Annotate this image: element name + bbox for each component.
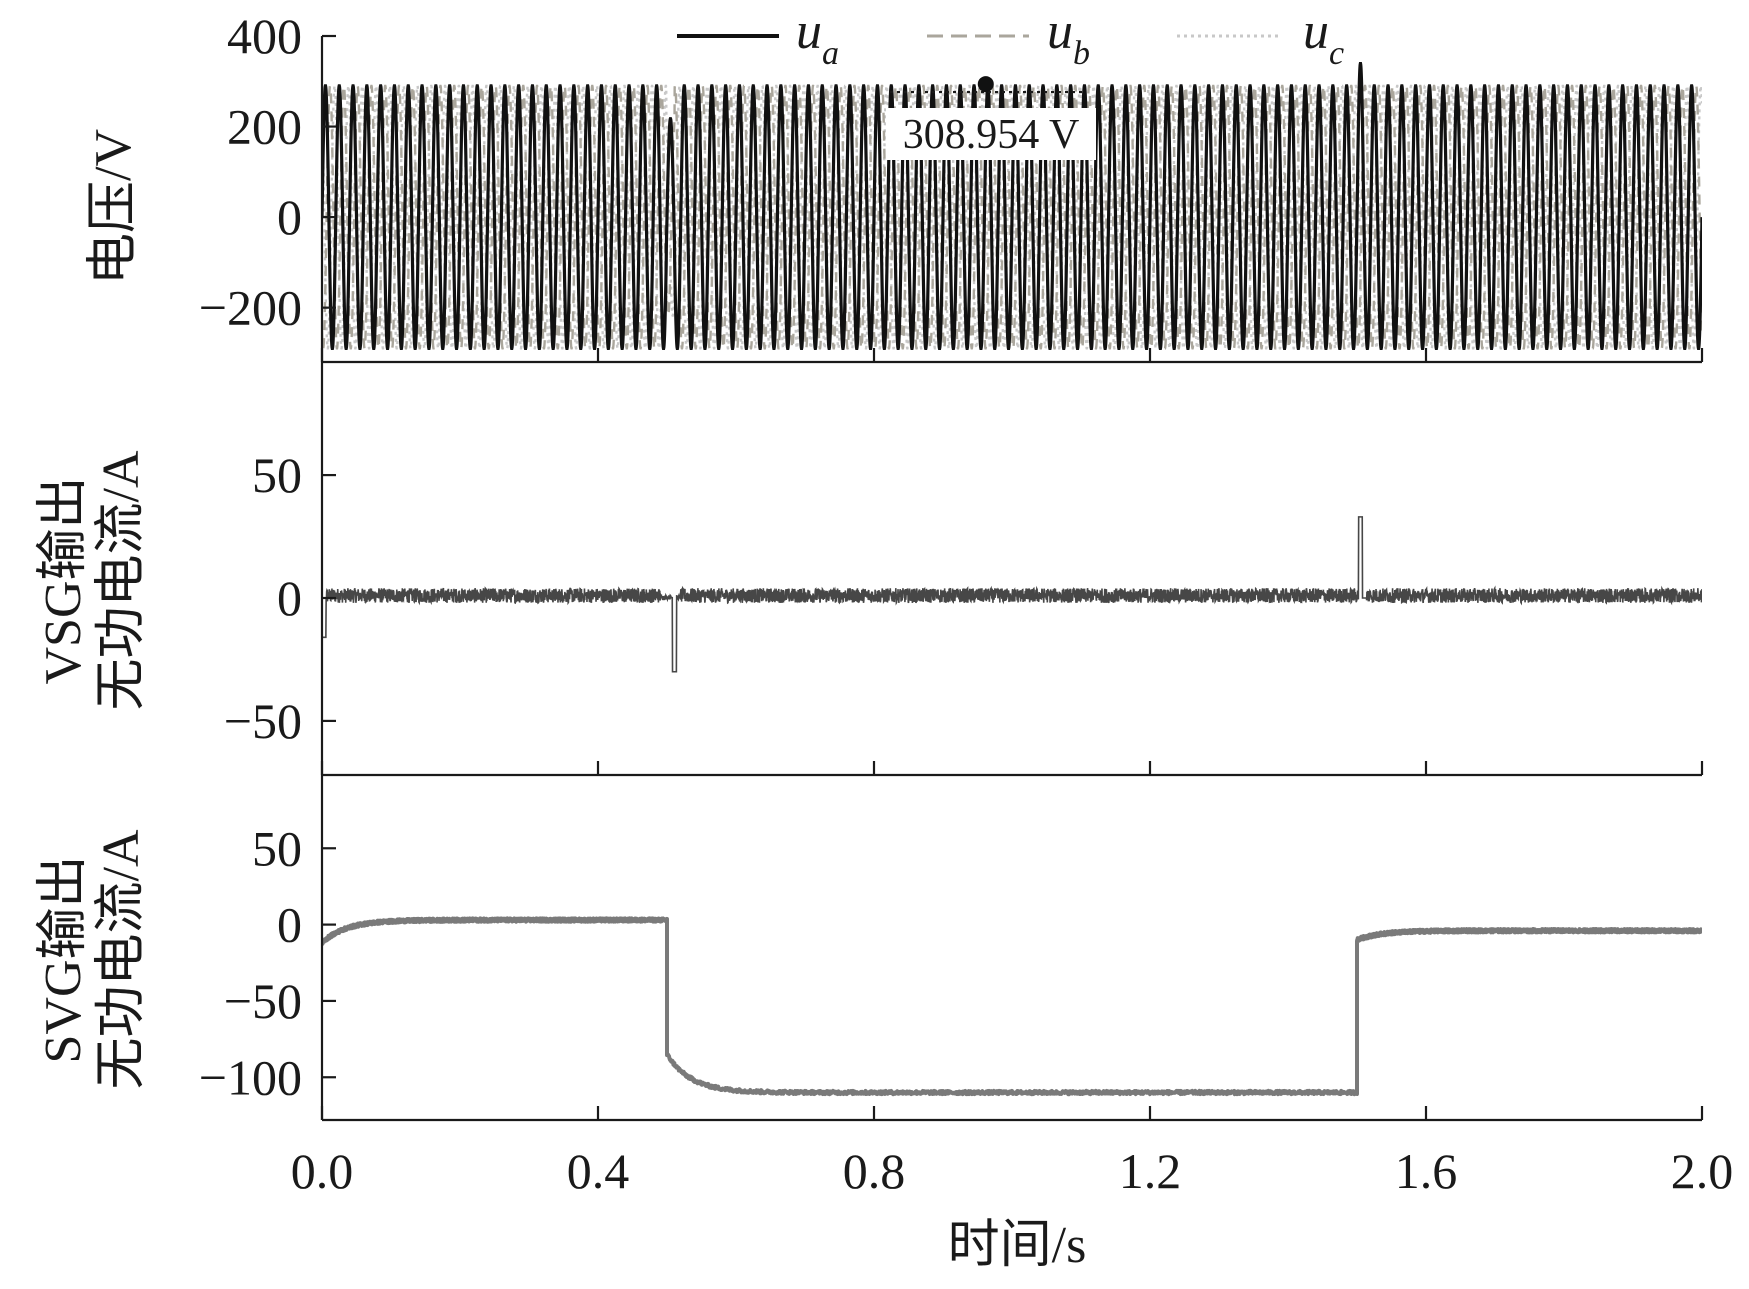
x-tick-label: 0.8 bbox=[843, 1143, 906, 1199]
voltage-trace-a bbox=[322, 61, 1702, 350]
svg_current-y-tick-label: −50 bbox=[224, 973, 302, 1029]
vsg_current-y-axis-title-line: VSG输出 bbox=[35, 476, 92, 684]
voltage-y-tick-label: 200 bbox=[227, 99, 302, 155]
svg_current-y-axis-title-line: 无功电流/A bbox=[93, 829, 150, 1089]
legend-label-ub: ub bbox=[1047, 3, 1090, 72]
svg_current-y-tick-label: 0 bbox=[277, 897, 302, 953]
svg-current-trace bbox=[322, 916, 1702, 1097]
svg_current-y-tick-label: 50 bbox=[252, 820, 302, 876]
x-tick-label: 1.2 bbox=[1119, 1143, 1182, 1199]
voltage-y-tick-label: 400 bbox=[227, 8, 302, 64]
legend-label-ua: ua bbox=[796, 3, 839, 72]
legend-label-uc: uc bbox=[1303, 3, 1344, 72]
voltage-plot-area bbox=[322, 61, 1702, 350]
legend: ua ub uc bbox=[677, 3, 1344, 72]
x-tick-label: 2.0 bbox=[1671, 1143, 1734, 1199]
x-tick-label: 0.4 bbox=[567, 1143, 630, 1199]
x-axis-title: 时间/s bbox=[948, 1217, 1087, 1274]
vsg_current-y-axis-title-line: 无功电流/A bbox=[93, 450, 150, 710]
svg_current-plot-area bbox=[322, 916, 1702, 1097]
annotation-label: 308.954 V bbox=[903, 112, 1080, 158]
annotation-point bbox=[977, 76, 994, 93]
vsg_current-plot-area bbox=[322, 516, 1702, 673]
vsg_current-y-tick-label: 0 bbox=[277, 570, 302, 626]
svg_current-y-axis-title-line: SVG输出 bbox=[35, 855, 92, 1063]
voltage-y-tick-label: 0 bbox=[277, 189, 302, 245]
vsg_current-y-tick-label: 50 bbox=[252, 447, 302, 503]
vsg_current-y-tick-label: −50 bbox=[224, 693, 302, 749]
vsg-current-trace bbox=[322, 516, 1702, 673]
voltage-y-axis-title: 电压/V bbox=[85, 129, 142, 285]
x-tick-label: 0.0 bbox=[291, 1143, 354, 1199]
voltage-y-tick-label: −200 bbox=[199, 280, 302, 336]
annotation-box bbox=[886, 108, 1096, 160]
x-tick-label: 1.6 bbox=[1395, 1143, 1458, 1199]
svg_current-y-tick-label: −100 bbox=[199, 1049, 302, 1105]
